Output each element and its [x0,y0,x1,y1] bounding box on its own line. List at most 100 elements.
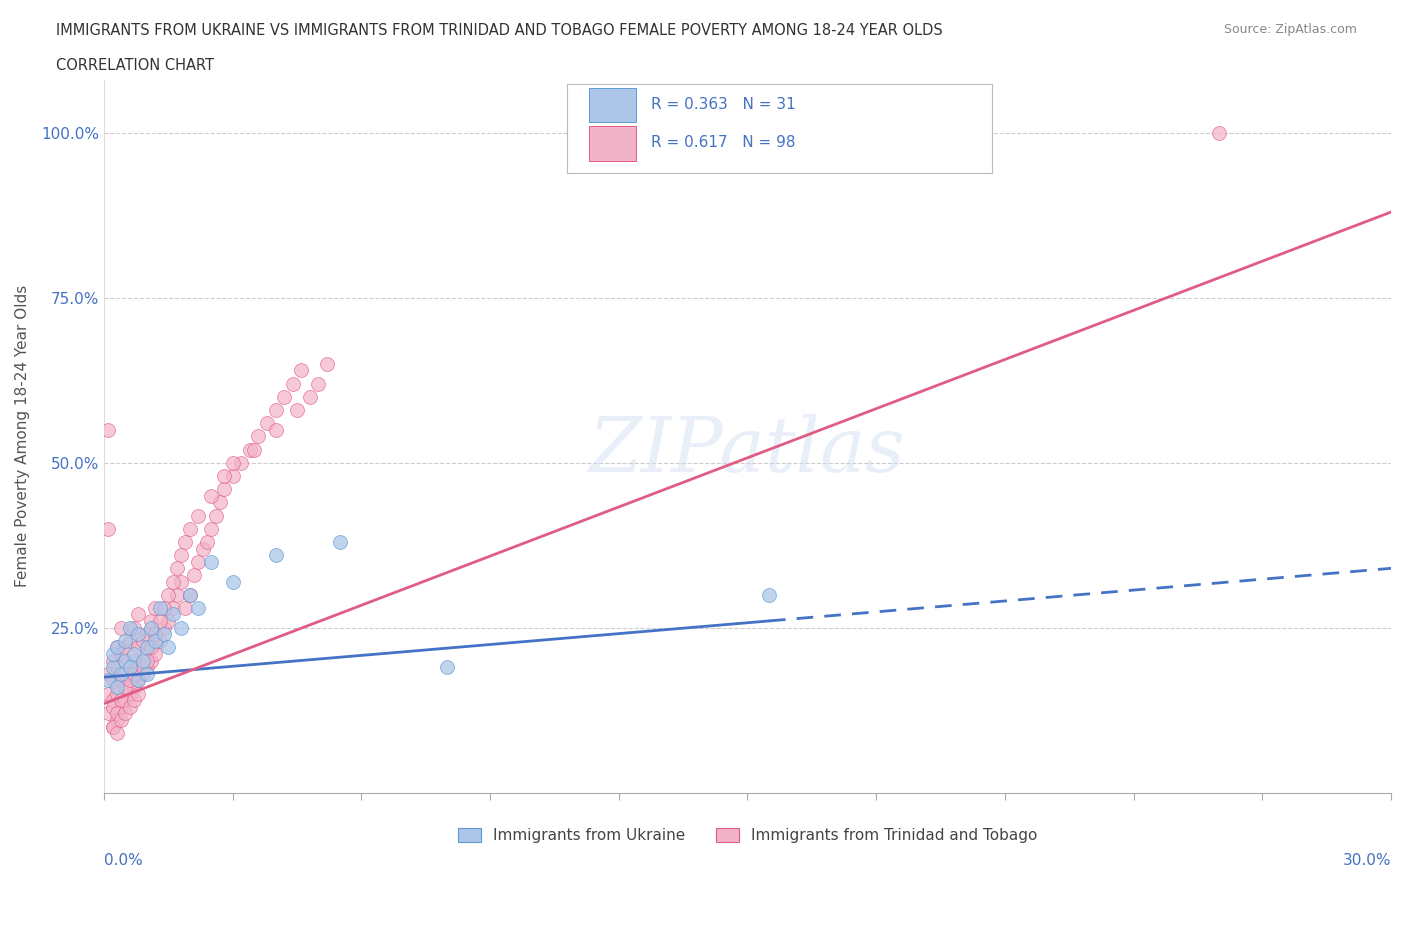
Point [436,660,458,675]
Point [122,620,145,635]
Point [153,601,176,616]
Point [105,712,128,727]
Point [264,422,287,437]
Point [135,667,157,682]
Point [122,693,145,708]
Point [101,699,124,714]
Text: R = 0.363   N = 31: R = 0.363 N = 31 [651,97,796,113]
Point [204,508,226,523]
Point [149,601,172,616]
Point [208,495,231,510]
Point [166,587,188,602]
Point [247,429,270,444]
Point [145,627,167,642]
Point [758,587,780,602]
Point [114,693,136,708]
Point [101,646,124,661]
Point [114,640,136,655]
Point [157,614,180,629]
Text: ZIPatlas: ZIPatlas [589,414,905,487]
Point [135,653,157,668]
Text: IMMIGRANTS FROM UKRAINE VS IMMIGRANTS FROM TRINIDAD AND TOBAGO FEMALE POVERTY AM: IMMIGRANTS FROM UKRAINE VS IMMIGRANTS FR… [56,23,943,38]
Point [316,356,339,371]
Point [110,693,132,708]
Point [118,660,141,675]
Point [110,712,132,727]
Point [179,587,201,602]
Point [110,673,132,688]
Point [110,620,132,635]
Text: 0.0%: 0.0% [104,853,143,869]
Point [157,640,180,655]
Point [256,416,278,431]
Point [141,620,163,635]
Point [131,660,153,675]
Point [97,667,120,682]
Point [191,541,214,556]
Point [1208,126,1230,140]
Point [157,587,180,602]
Point [118,673,141,688]
Point [105,640,128,655]
Text: 30.0%: 30.0% [1343,853,1391,869]
Point [114,706,136,721]
Point [162,574,184,589]
Point [118,699,141,714]
Point [114,667,136,682]
Point [105,706,128,721]
Point [122,680,145,695]
Point [221,574,243,589]
Point [221,469,243,484]
Point [105,660,128,675]
Text: R = 0.617   N = 98: R = 0.617 N = 98 [651,135,796,151]
Point [212,469,235,484]
Point [141,640,163,655]
Point [135,640,157,655]
Point [273,390,295,405]
Point [149,633,172,648]
Point [101,719,124,734]
Point [114,633,136,648]
Point [101,673,124,688]
Bar [589,88,636,123]
Point [127,673,149,688]
Point [145,646,167,661]
Point [118,660,141,675]
Point [183,567,205,582]
Point [231,456,253,471]
Point [170,574,193,589]
Point [174,535,197,550]
Point [162,601,184,616]
Point [187,601,209,616]
Point [170,620,193,635]
Point [187,554,209,569]
FancyBboxPatch shape [567,84,993,173]
Point [97,673,120,688]
Y-axis label: Female Poverty Among 18-24 Year Olds: Female Poverty Among 18-24 Year Olds [15,286,30,588]
Point [127,640,149,655]
Point [127,627,149,642]
Point [114,653,136,668]
Point [118,633,141,648]
Point [101,719,124,734]
Point [135,627,157,642]
Point [212,482,235,497]
Point [308,376,330,391]
Point [110,646,132,661]
Point [127,673,149,688]
Point [101,653,124,668]
Point [114,680,136,695]
Point [110,699,132,714]
Point [290,363,312,378]
Point [145,601,167,616]
Point [131,667,153,682]
Point [131,653,153,668]
Point [97,422,120,437]
Point [101,660,124,675]
Point [243,442,266,457]
Point [281,376,304,391]
Point [174,601,197,616]
Point [264,403,287,418]
Point [285,403,308,418]
Point [264,548,287,563]
